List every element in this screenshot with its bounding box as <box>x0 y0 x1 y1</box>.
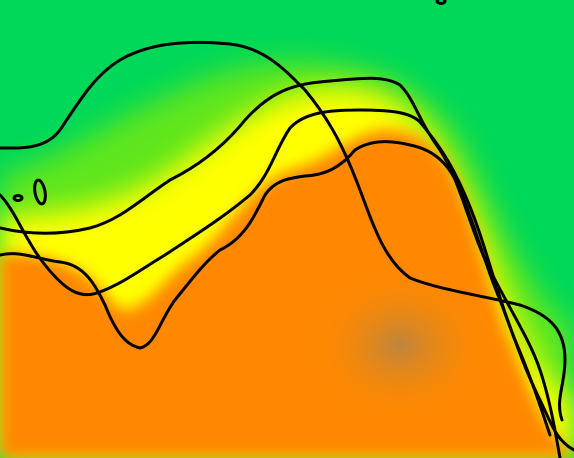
contour-island <box>435 0 447 5</box>
contour-line <box>0 108 552 437</box>
contour-line <box>0 140 574 452</box>
contour-island <box>33 178 47 206</box>
contour-line <box>0 40 567 422</box>
contour-island <box>12 194 24 202</box>
field-peak <box>305 265 495 425</box>
contour-line <box>0 76 562 458</box>
